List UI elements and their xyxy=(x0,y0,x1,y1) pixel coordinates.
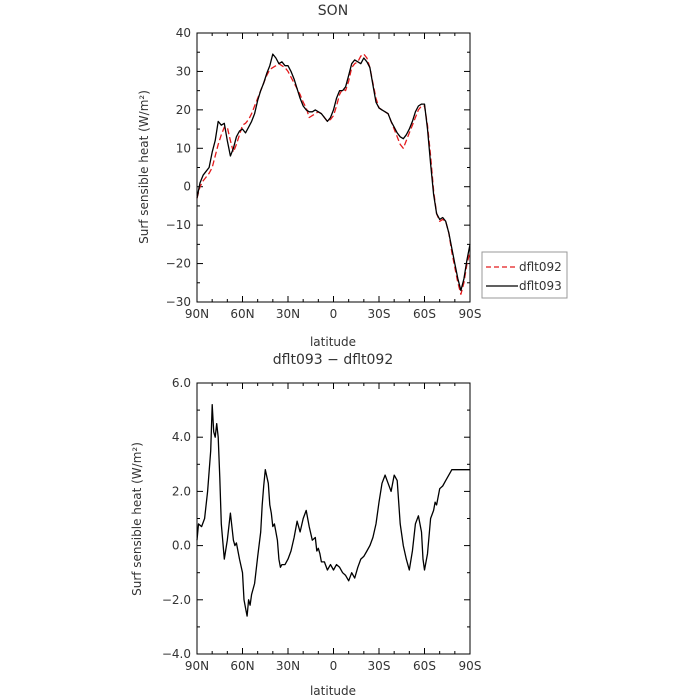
y-tick-label: 2.0 xyxy=(172,484,191,498)
plot-area: 90N 60N 30N 0 30S 60S 90S −30 −20 −10 0 10 20 30 40 xyxy=(166,26,482,321)
chart-title: dflt093 − dflt092 xyxy=(273,352,393,368)
x-tick-label: 90N xyxy=(185,659,209,673)
chart-title: SON xyxy=(318,3,348,19)
y-tick-label: −10 xyxy=(166,218,191,232)
x-tick-label: 30N xyxy=(276,659,300,673)
x-tick-label: 30N xyxy=(276,307,300,321)
x-tick-label: 60S xyxy=(413,659,436,673)
chart-bottom-difference: dflt093 − dflt092 90N 60N 30N 0 30S 60S 90S −4.… xyxy=(130,352,481,698)
x-tick-label: 30S xyxy=(368,659,391,673)
y-tick-label: 20 xyxy=(176,103,191,117)
x-tick-label: 30S xyxy=(368,307,391,321)
x-tick-label: 0 xyxy=(330,307,338,321)
y-tick-label: 40 xyxy=(176,26,191,40)
x-tick-label: 90S xyxy=(459,307,482,321)
x-tick-label: 60S xyxy=(413,307,436,321)
x-tick-label: 60N xyxy=(230,307,254,321)
series-line-dflt093 xyxy=(196,53,471,292)
plot-area: 90N 60N 30N 0 30S 60S 90S −4.0 −2.0 0.0 2.0 4.0 6.0 xyxy=(162,376,482,673)
y-tick-label: 6.0 xyxy=(172,376,191,390)
y-tick-label: 10 xyxy=(176,141,191,155)
legend-label-dflt092: dflt092 xyxy=(519,260,562,274)
x-axis-label: latitude xyxy=(310,684,356,698)
y-tick-label: −4.0 xyxy=(162,647,191,661)
x-tick-label: 90S xyxy=(459,659,482,673)
y-tick-label: 4.0 xyxy=(172,430,191,444)
x-tick-label: 60N xyxy=(230,659,254,673)
legend-label-dflt093: dflt093 xyxy=(519,279,562,293)
y-tick-label: −2.0 xyxy=(162,593,191,607)
y-axis-label: Surf sensible heat (W/m²) xyxy=(137,90,151,244)
legend-box xyxy=(481,251,568,299)
y-tick-label: −20 xyxy=(166,257,191,271)
x-tick-label: 0 xyxy=(330,659,338,673)
legend: dflt092 dflt093 xyxy=(481,251,568,299)
y-tick-label: 0 xyxy=(183,180,191,194)
y-tick-label: 30 xyxy=(176,64,191,78)
y-tick-label: −30 xyxy=(166,295,191,309)
x-tick-label: 90N xyxy=(185,307,209,321)
y-tick-label: 0.0 xyxy=(172,539,191,553)
y-axis-label: Surf sensible heat (W/m²) xyxy=(130,442,144,596)
series-line-series-0 xyxy=(196,404,470,617)
x-axis-label: latitude xyxy=(310,335,356,349)
chart-top-son: SON 90N 60N 30N 0 30S 60S 90S −30 −20 −10 0 10 20 30 4… xyxy=(137,3,481,349)
